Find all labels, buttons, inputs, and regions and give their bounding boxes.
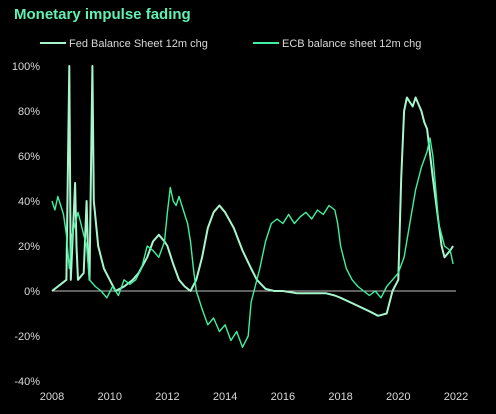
y-tick-label: 0% [24, 286, 40, 298]
y-tick-label: 80% [18, 106, 40, 118]
legend: Fed Balance Sheet 12m chg ECB balance sh… [40, 38, 421, 50]
y-tick-label: 60% [18, 151, 40, 163]
y-axis: 100% 80% 60% 40% 20% 0% -20% -40% [12, 61, 40, 388]
y-tick-label: -20% [14, 331, 40, 343]
x-tick-label: 2018 [328, 391, 352, 403]
legend-label-ecb: ECB balance sheet 12m chg [282, 38, 421, 50]
y-tick-label: 40% [18, 196, 40, 208]
x-tick-label: 2010 [97, 391, 121, 403]
x-tick-label: 2008 [40, 391, 64, 403]
y-tick-label: 100% [12, 61, 40, 73]
x-tick-label: 2014 [213, 391, 237, 403]
y-tick-label: -40% [14, 376, 40, 388]
x-tick-label: 2012 [155, 391, 179, 403]
x-tick-label: 2022 [444, 391, 468, 403]
chart-title: Monetary impulse fading [14, 6, 191, 23]
x-tick-label: 2016 [271, 391, 295, 403]
series-line-fed [51, 65, 454, 317]
series-line-ecb [51, 137, 454, 348]
series-layer [51, 65, 454, 348]
x-axis: 2008 2010 2012 2014 2016 2018 2020 2022 [40, 391, 468, 403]
y-tick-label: 20% [18, 241, 40, 253]
x-tick-label: 2020 [386, 391, 410, 403]
legend-label-fed: Fed Balance Sheet 12m chg [69, 38, 208, 50]
